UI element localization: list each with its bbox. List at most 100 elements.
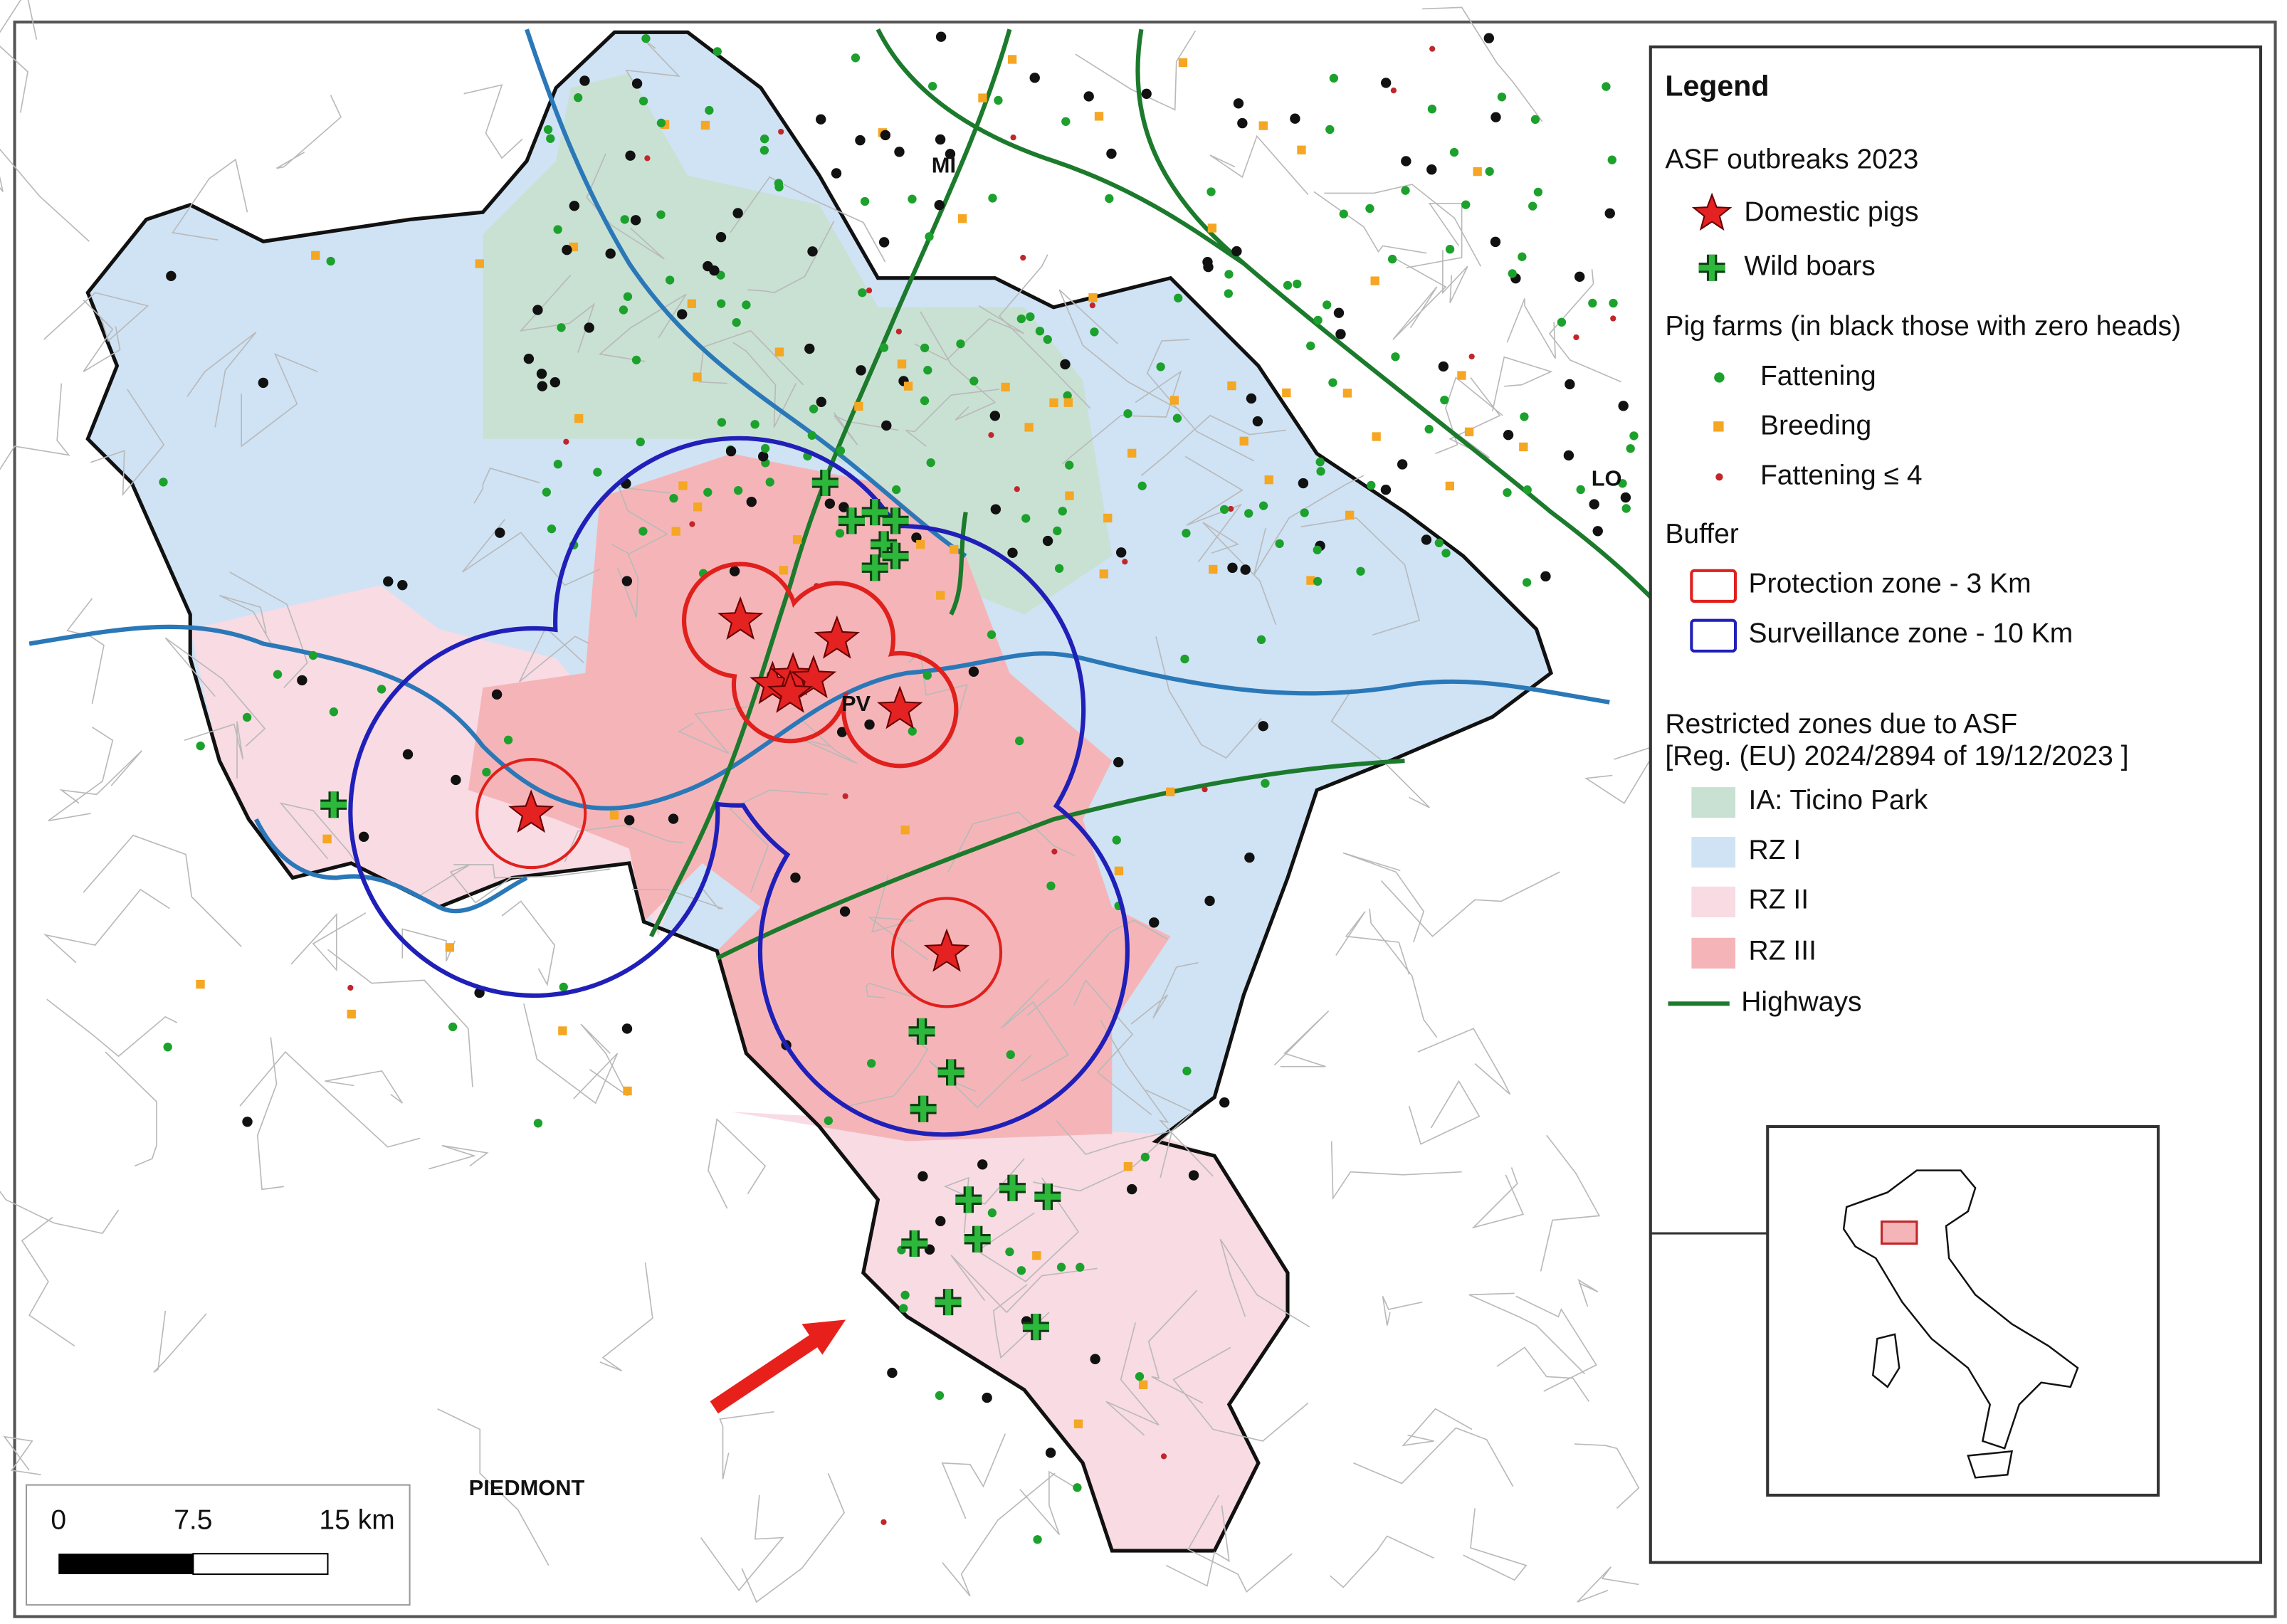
farm-fattening: [573, 93, 583, 102]
farm-fattening: [923, 366, 932, 375]
farm-fattening: [1156, 362, 1165, 371]
farm-fattening: [1356, 566, 1365, 576]
farm-zero-heads: [824, 498, 836, 509]
farm-breeding: [1065, 491, 1074, 500]
farm-breeding: [623, 1086, 632, 1096]
farm-fattening: [774, 182, 784, 192]
farm-breeding: [1169, 396, 1179, 405]
farm-fattening: [1387, 254, 1397, 264]
boundary: [598, 293, 687, 362]
pig-farms: [159, 31, 1639, 1544]
farm-fattening: [1112, 835, 1121, 845]
farm-fattening: [1182, 529, 1191, 538]
farm-breeding: [1063, 398, 1073, 407]
farm-fattening: [1026, 312, 1035, 322]
farm-breeding: [445, 943, 455, 952]
farm-small: [1202, 786, 1208, 793]
farm-fattening: [1367, 480, 1376, 490]
legend-star: [1691, 192, 1733, 231]
farm-fattening: [836, 446, 846, 455]
po-river: [28, 624, 1610, 811]
boundary: [1147, 1290, 1204, 1404]
farm-zero-heads: [1333, 307, 1345, 318]
farm-zero-heads: [881, 420, 892, 431]
legend-swatch: [1690, 618, 1737, 653]
boundary: [429, 1144, 489, 1170]
farm-breeding: [1123, 1162, 1133, 1171]
farm-fattening: [619, 305, 629, 315]
farm-zero-heads: [982, 1392, 992, 1403]
farm-zero-heads: [621, 576, 633, 586]
farm-fattening: [1182, 1066, 1192, 1076]
farm-fattening: [1063, 391, 1072, 401]
farm-fattening: [638, 527, 648, 536]
farm-fattening: [669, 493, 678, 503]
boundary: [1019, 1470, 1079, 1536]
legend-label: Protection zone - 3 Km: [1749, 569, 2031, 599]
boundary: [741, 1472, 846, 1603]
farm-fattening: [900, 1290, 910, 1299]
farm-breeding: [957, 214, 967, 223]
highways: [649, 28, 1656, 961]
farm-breeding: [897, 359, 907, 369]
legend-swatch: [1691, 836, 1736, 868]
boundary: [1496, 1346, 1590, 1402]
boundary: [90, 389, 165, 497]
farm-zero-heads: [816, 114, 826, 125]
highway: [649, 28, 1012, 938]
boundary: [1471, 1167, 1525, 1229]
boundary: [866, 982, 921, 1000]
farm-fattening: [899, 1304, 908, 1313]
farm-zero-heads: [1237, 117, 1248, 129]
farm-fattening: [1090, 327, 1099, 337]
boundary: [580, 1023, 629, 1097]
legend-swatch: [1690, 569, 1737, 603]
farm-fattening: [1016, 314, 1026, 324]
boundary: [747, 221, 835, 294]
boundary: [229, 571, 308, 688]
outbreak-wild-boar: [910, 1095, 937, 1122]
farm-fattening: [1621, 504, 1631, 513]
farm-fattening: [717, 299, 726, 308]
boundary: [239, 1050, 421, 1148]
farm-zero-heads: [1246, 393, 1257, 404]
farm-zero-heads: [1335, 329, 1346, 339]
place-label: PV: [841, 691, 871, 716]
farm-breeding: [792, 535, 802, 544]
boundary: [43, 888, 170, 964]
farm-breeding: [1473, 167, 1482, 176]
farm-breeding: [1032, 1251, 1041, 1260]
legend-cross: [1698, 254, 1725, 281]
boundary: [1335, 911, 1410, 975]
farm-fattening: [1329, 73, 1339, 83]
farm-fattening: [765, 478, 774, 487]
farm-zero-heads: [1231, 246, 1242, 257]
farm-breeding: [1464, 427, 1474, 437]
boundary: [1402, 1408, 1473, 1447]
farm-zero-heads: [1203, 261, 1214, 273]
farm-breeding: [900, 826, 910, 835]
farm-breeding: [1519, 442, 1528, 452]
boundary: [678, 706, 748, 754]
outbreak-wild-boar: [838, 507, 865, 534]
farm-fattening: [1520, 412, 1529, 421]
farm-fattening: [1523, 485, 1532, 495]
farm-fattening: [925, 232, 934, 241]
farm-fattening: [1391, 352, 1400, 362]
boundary: [105, 1051, 157, 1167]
boundary: [1155, 636, 1262, 759]
farm-small: [1573, 334, 1579, 341]
legend-section: Buffer: [1665, 519, 1738, 549]
farm-breeding: [1099, 569, 1108, 579]
farm-fattening: [969, 376, 979, 386]
farm-breeding: [1024, 423, 1034, 432]
boundary: [942, 1472, 1056, 1597]
farm-zero-heads: [624, 815, 635, 826]
farm-fattening: [928, 81, 937, 91]
municipal-boundaries: [0, 0, 1661, 1603]
farm-zero-heads: [790, 872, 801, 883]
farm-breeding: [1138, 1380, 1148, 1390]
outbreak-wild-boar: [882, 507, 909, 534]
farm-small: [644, 155, 651, 162]
